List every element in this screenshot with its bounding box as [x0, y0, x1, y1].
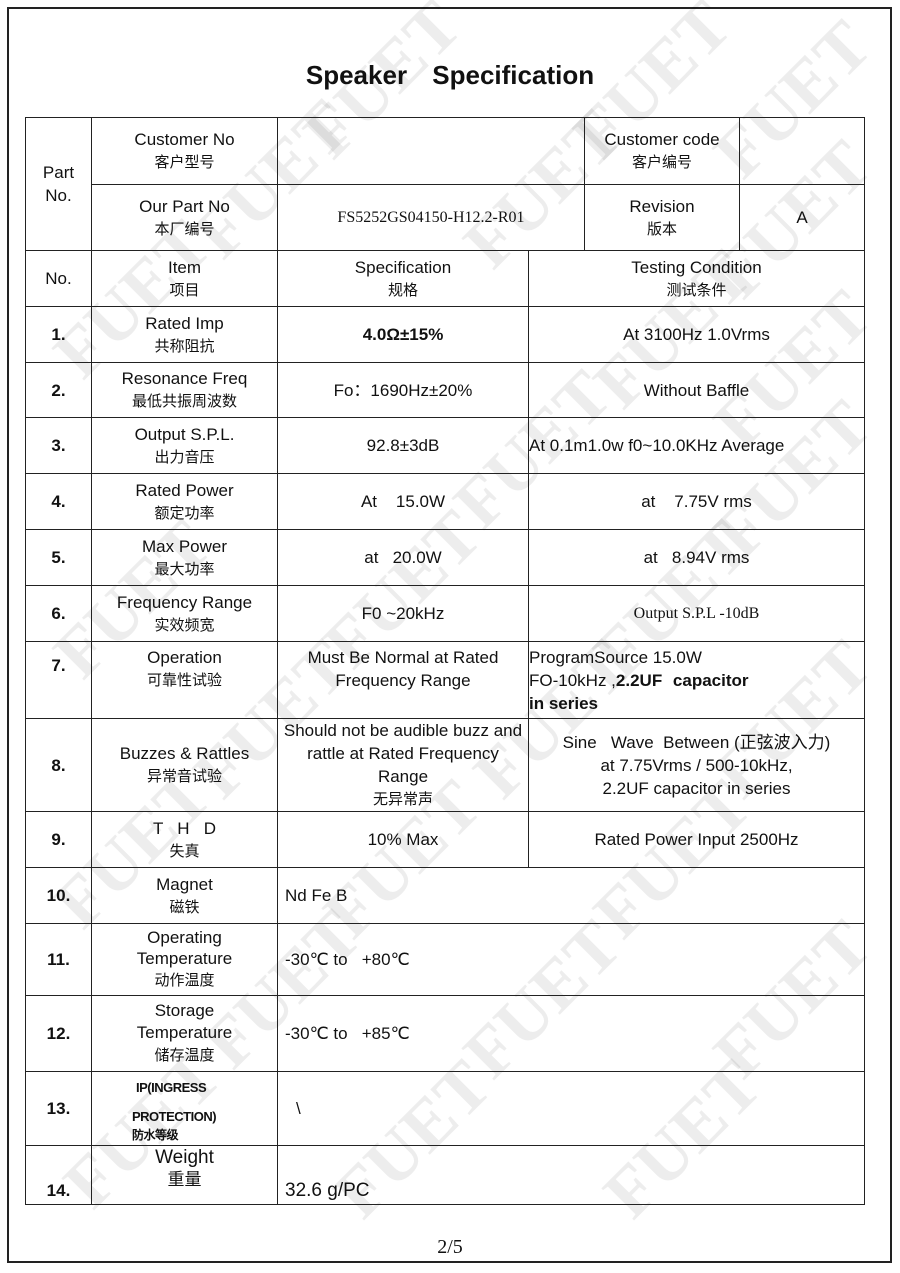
table-row: 13. IP(INGRESS PROTECTION) 防水等级 \ — [25, 1071, 865, 1146]
row-value: -30℃ to +85℃ — [277, 995, 865, 1072]
part-no-label: Part No. — [25, 117, 92, 251]
customer-no-label: Customer No 客户型号 — [91, 117, 278, 185]
row-test: Output S.P.L -10dB — [528, 585, 865, 642]
table-row: 14. Weight 重量 32.6 g/PC — [25, 1145, 865, 1205]
table-row: 11. Operating Temperature 动作温度 -30℃ to +8… — [25, 923, 865, 996]
table-row: 3. Output S.P.L. 出力音压 92.8±3dB At 0.1m1.0… — [25, 417, 865, 474]
row-item: T H D 失真 — [91, 811, 278, 868]
table-row: 1. Rated Imp 共称阻抗 4.0Ω±15% At 3100Hz 1.0V… — [25, 306, 865, 363]
row-item: Storage Temperature 储存温度 — [91, 995, 278, 1072]
page-title: Speaker Specification — [305, 60, 595, 90]
row-test: Rated Power Input 2500Hz — [528, 811, 865, 868]
row-spec: Must Be Normal at Rated Frequency Range — [277, 641, 529, 719]
row-item: Magnet 磁铁 — [91, 867, 278, 924]
row-item: Weight 重量 — [91, 1145, 278, 1205]
col-test: Testing Condition 测试条件 — [528, 250, 865, 307]
row-test: Without Baffle — [528, 362, 865, 418]
column-headers: No. Item 项目 Specification 规格 Testing Condi… — [25, 250, 865, 307]
row-test: At 0.1m1.0w f0~10.0KHz Average — [528, 417, 865, 474]
customer-code-label: Customer code 客户编号 — [584, 117, 740, 185]
row-spec: Should not be audible buzz and rattle at… — [277, 718, 529, 812]
row-spec: Fo：1690Hz±20% — [277, 362, 529, 418]
row-no: 3. — [25, 417, 92, 474]
customer-code-value — [739, 117, 865, 185]
row-test: at 7.75V rms — [528, 473, 865, 530]
row-spec: at 20.0W — [277, 529, 529, 586]
row-no: 13. — [25, 1071, 92, 1146]
row-item: Resonance Freq 最低共振周波数 — [91, 362, 278, 418]
table-row: 10. Magnet 磁铁 Nd Fe B — [25, 867, 865, 924]
our-part-label: Our Part No 本厂编号 — [91, 184, 278, 251]
row-no: 10. — [25, 867, 92, 924]
customer-no-value — [277, 117, 585, 185]
row-item: Rated Power 额定功率 — [91, 473, 278, 530]
row-item: Rated Imp 共称阻抗 — [91, 306, 278, 363]
row-test: at 8.94V rms — [528, 529, 865, 586]
row-item: Operation 可靠性试验 — [91, 641, 278, 719]
row-spec: 10% Max — [277, 811, 529, 868]
page-border — [7, 7, 892, 1263]
col-item: Item 项目 — [91, 250, 278, 307]
row-item: Output S.P.L. 出力音压 — [91, 417, 278, 474]
table-row: 9. T H D 失真 10% Max Rated Power Input 250… — [25, 811, 865, 868]
row-spec: 4.0Ω±15% — [277, 306, 529, 363]
row-test: At 3100Hz 1.0Vrms — [528, 306, 865, 363]
page-number: 2/5 — [437, 1236, 463, 1258]
row-item: Max Power 最大功率 — [91, 529, 278, 586]
row-item: Operating Temperature 动作温度 — [91, 923, 278, 996]
table-row: 6. Frequency Range 实效频宽 F0 ~20kHz Output … — [25, 585, 865, 642]
revision-value: A — [739, 184, 865, 251]
row-no: 1. — [25, 306, 92, 363]
spec-table: No. Item 项目 Specification 规格 Testing Condi… — [25, 250, 865, 1205]
row-no: 2. — [25, 362, 92, 418]
table-row: 2. Resonance Freq 最低共振周波数 Fo：1690Hz±20% W… — [25, 362, 865, 418]
row-no: 5. — [25, 529, 92, 586]
row-test: ProgramSource 15.0W FO-10kHz ,2.2UF capac… — [528, 641, 865, 719]
table-row: 4. Rated Power 额定功率 At 15.0W at 7.75V rms — [25, 473, 865, 530]
row-value: Nd Fe B — [277, 867, 865, 924]
table-row: 12. Storage Temperature 储存温度 -30℃ to +85℃ — [25, 995, 865, 1072]
row-test: Sine Wave Between (正弦波入力) at 7.75Vrms / 5… — [528, 718, 865, 812]
col-spec: Specification 规格 — [277, 250, 529, 307]
row-no: 12. — [25, 995, 92, 1072]
table-row: 8. Buzzes & Rattles 异常音试验 Should not be a… — [25, 718, 865, 812]
row-item: Frequency Range 实效频宽 — [91, 585, 278, 642]
revision-label: Revision 版本 — [584, 184, 740, 251]
row-no: 7. — [25, 641, 92, 719]
row-item: IP(INGRESS PROTECTION) 防水等级 — [91, 1071, 278, 1146]
row-value: -30℃ to +80℃ — [277, 923, 865, 996]
table-row: 7. Operation 可靠性试验 Must Be Normal at Rate… — [25, 641, 865, 719]
row-no: 14. — [25, 1145, 92, 1205]
part-info-table: Part No. Customer No 客户型号 Customer code 客户… — [25, 117, 865, 251]
row-value: \ — [277, 1071, 865, 1146]
row-no: 11. — [25, 923, 92, 996]
row-no: 4. — [25, 473, 92, 530]
col-no: No. — [25, 250, 92, 307]
row-no: 6. — [25, 585, 92, 642]
row-value: 32.6 g/PC — [277, 1145, 865, 1205]
row-spec: F0 ~20kHz — [277, 585, 529, 642]
row-no: 9. — [25, 811, 92, 868]
table-row: 5. Max Power 最大功率 at 20.0W at 8.94V rms — [25, 529, 865, 586]
row-no: 8. — [25, 718, 92, 812]
row-item: Buzzes & Rattles 异常音试验 — [91, 718, 278, 812]
our-part-value: FS5252GS04150-H12.2-R01 — [277, 184, 585, 251]
row-spec: 92.8±3dB — [277, 417, 529, 474]
row-spec: At 15.0W — [277, 473, 529, 530]
